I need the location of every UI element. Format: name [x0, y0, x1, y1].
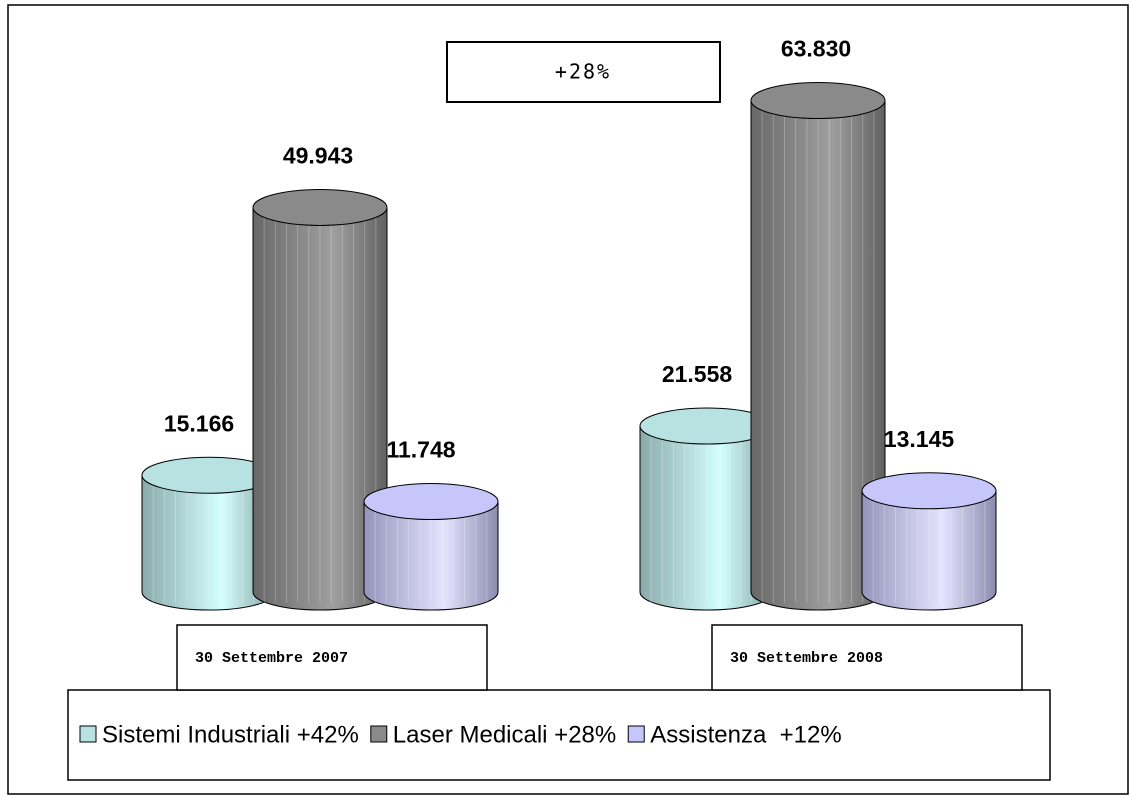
value-label: 63.830 [781, 36, 851, 62]
category-box [176, 624, 488, 691]
legend-swatch [79, 725, 97, 743]
frame [7, 4, 1129, 795]
legend-swatch [627, 725, 645, 743]
category-box [711, 624, 1023, 691]
cylinder-top [750, 82, 886, 120]
cylinder-body [861, 490, 997, 611]
annotation: +28% [555, 60, 611, 84]
legend-label: Sistemi Industriali +42% [102, 721, 359, 748]
annotation-box [446, 41, 721, 103]
cylinder-top [861, 472, 997, 510]
cylinder-top [363, 483, 499, 521]
cylinder-top [252, 188, 388, 226]
value-label: 49.943 [283, 143, 353, 169]
legend-label: Laser Medicali +28% [393, 721, 616, 748]
value-label: 15.166 [164, 410, 234, 436]
cylinder-body [363, 501, 499, 611]
value-label: 13.145 [884, 426, 955, 452]
value-label: 11.748 [386, 437, 455, 463]
legend-label: Assistenza +12% [650, 721, 841, 748]
value-label: 21.558 [662, 361, 733, 387]
category-label: 30 Settembre 2007 [195, 650, 348, 667]
legend-box [67, 689, 1051, 781]
legend-swatch [370, 725, 388, 743]
category-label: 30 Settembre 2008 [730, 650, 883, 667]
